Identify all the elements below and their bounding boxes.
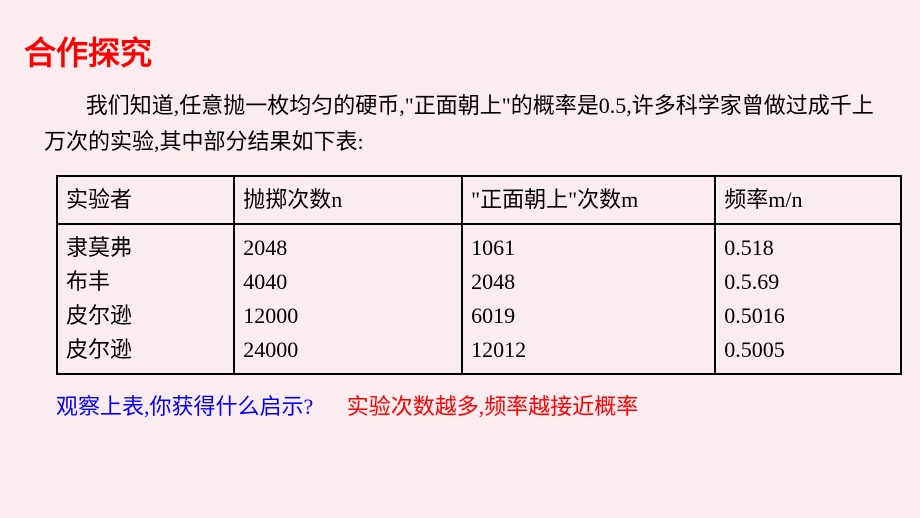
- intro-paragraph: 我们知道,任意抛一枚均匀的硬币,"正面朝上"的概率是0.5,许多科学家曾做过成千…: [44, 88, 890, 161]
- freq-0: 0.518: [724, 231, 892, 265]
- col-tosses: 抛掷次数n: [234, 176, 462, 224]
- cell-m: 1061 2048 6019 12012: [462, 224, 715, 374]
- cell-names: 隶莫弗 布丰 皮尔逊 皮尔逊: [57, 224, 234, 374]
- observation-question: 观察上表,你获得什么启示?: [56, 394, 313, 419]
- name-0: 隶莫弗: [66, 231, 225, 265]
- n-0: 2048: [243, 231, 453, 265]
- name-3: 皮尔逊: [66, 333, 225, 367]
- freq-2: 0.5016: [724, 299, 892, 333]
- name-1: 布丰: [66, 265, 225, 299]
- col-heads: "正面朝上"次数m: [462, 176, 715, 224]
- name-2: 皮尔逊: [66, 299, 225, 333]
- freq-3: 0.5005: [724, 333, 892, 367]
- freq-1: 0.5.69: [724, 265, 892, 299]
- cell-freq: 0.518 0.5.69 0.5016 0.5005: [715, 224, 901, 374]
- footer-line: 观察上表,你获得什么启示? 实验次数越多,频率越接近概率: [56, 389, 900, 421]
- m-0: 1061: [471, 231, 706, 265]
- observation-answer: 实验次数越多,频率越接近概率: [347, 394, 639, 419]
- col-frequency: 频率m/n: [715, 176, 901, 224]
- n-1: 4040: [243, 265, 453, 299]
- table-header-row: 实验者 抛掷次数n "正面朝上"次数m 频率m/n: [57, 176, 901, 224]
- coin-toss-table: 实验者 抛掷次数n "正面朝上"次数m 频率m/n 隶莫弗 布丰 皮尔逊 皮尔逊…: [56, 175, 902, 375]
- cell-n: 2048 4040 12000 24000: [234, 224, 462, 374]
- n-2: 12000: [243, 299, 453, 333]
- col-experimenter: 实验者: [57, 176, 234, 224]
- section-title: 合作探究: [24, 28, 900, 74]
- table-data-row: 隶莫弗 布丰 皮尔逊 皮尔逊 2048 4040 12000 24000 106…: [57, 224, 901, 374]
- m-2: 6019: [471, 299, 706, 333]
- m-3: 12012: [471, 333, 706, 367]
- n-3: 24000: [243, 333, 453, 367]
- m-1: 2048: [471, 265, 706, 299]
